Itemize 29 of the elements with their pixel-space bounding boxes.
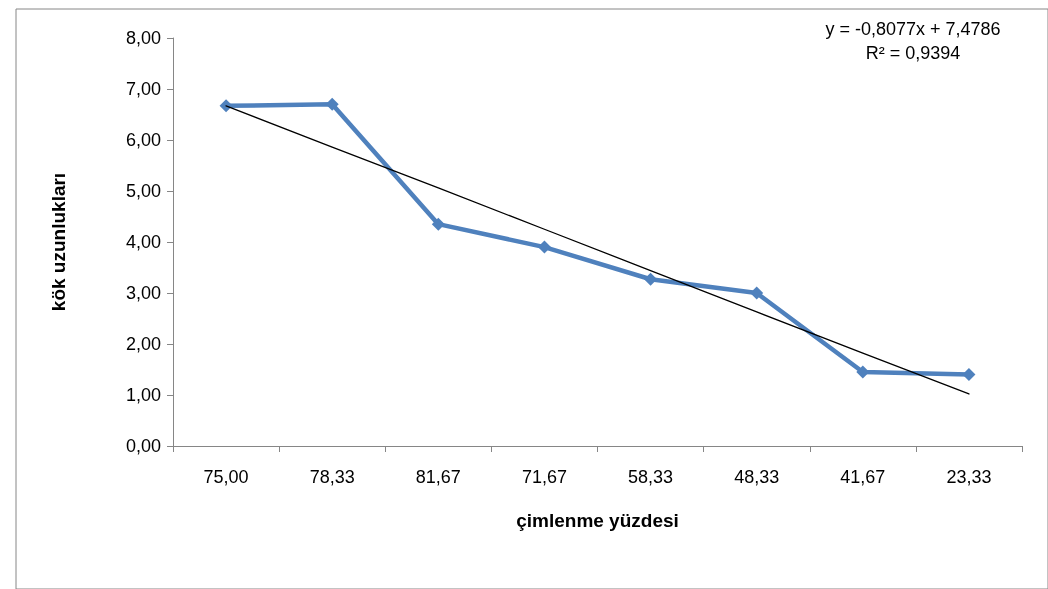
x-tick-label: 75,00 xyxy=(203,467,249,487)
x-tick-label: 41,67 xyxy=(840,467,886,487)
y-tick-label: 3,00 xyxy=(125,283,161,303)
y-tick-label: 7,00 xyxy=(125,79,161,99)
point xyxy=(537,240,551,254)
y-tick-label: 5,00 xyxy=(125,181,161,201)
point xyxy=(219,99,233,113)
x-tick-label: 81,67 xyxy=(415,467,461,487)
y-tick-label: 0,00 xyxy=(125,436,161,456)
x-axis-title: çimlenme yüzdesi xyxy=(516,510,679,531)
point xyxy=(962,368,976,382)
point xyxy=(856,365,870,379)
x-tick-label: 58,33 xyxy=(628,467,674,487)
annotation: y = -0,8077x + 7,4786 xyxy=(825,19,1001,39)
y-tick-label: 8,00 xyxy=(125,28,161,48)
y-tick-label: 1,00 xyxy=(125,385,161,405)
point xyxy=(325,97,339,111)
point xyxy=(644,272,658,286)
point xyxy=(431,217,445,231)
x-tick-label: 23,33 xyxy=(946,467,992,487)
y-tick-label: 4,00 xyxy=(125,232,161,252)
y-tick-label: 6,00 xyxy=(125,130,161,150)
x-tick-label: 71,67 xyxy=(521,467,567,487)
annotation: R² = 0,9394 xyxy=(865,43,961,63)
x-tick-label: 48,33 xyxy=(734,467,780,487)
x-tick-label: 78,33 xyxy=(309,467,355,487)
point xyxy=(750,286,764,300)
y-tick-label: 2,00 xyxy=(125,334,161,354)
y-axis-title: kök uzunlukları xyxy=(48,172,69,312)
